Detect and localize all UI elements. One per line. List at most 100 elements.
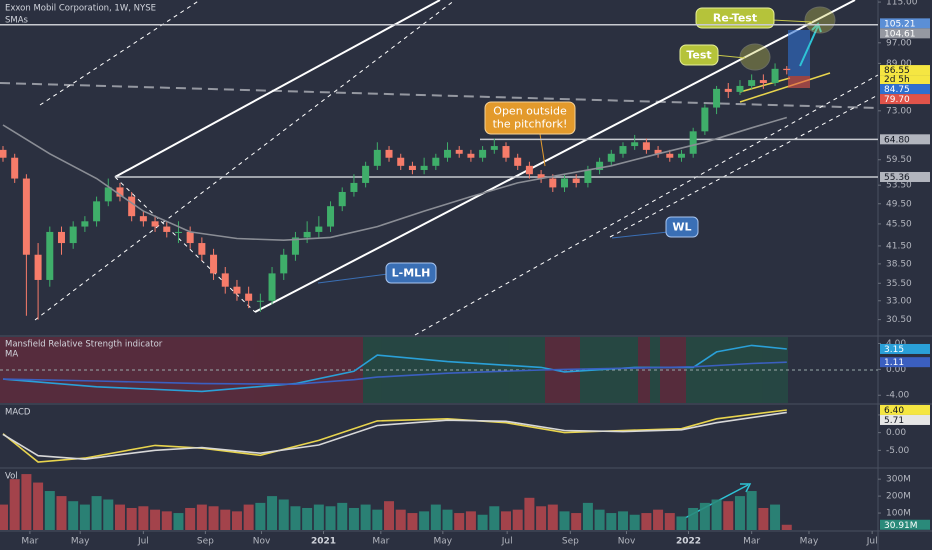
volume-bar (114, 504, 125, 530)
price-tag (880, 134, 930, 145)
candle-body (537, 174, 545, 179)
volume-bar (161, 511, 172, 530)
volume-bar (138, 506, 149, 530)
candle-body (268, 273, 276, 301)
x-tick-label: Jul (137, 537, 149, 547)
pitchfork (0, 0, 879, 519)
candle-body (315, 226, 323, 232)
candle-body (771, 68, 779, 83)
candle-body (479, 149, 487, 158)
x-tick-label: Mar (743, 537, 760, 547)
price-tag (880, 171, 930, 182)
candle-body (677, 153, 685, 158)
price-tag (880, 84, 930, 95)
volume-bar (629, 514, 640, 530)
price-tag-label: 55.36 (884, 173, 910, 183)
candle-body (198, 243, 206, 255)
candle-body (11, 157, 19, 179)
countdown-label: 2d 5h (884, 75, 910, 85)
price-tag (880, 357, 930, 368)
volume-bar (489, 506, 500, 530)
candle-body (69, 226, 77, 244)
price-tag (880, 18, 930, 29)
volume-bar (723, 501, 734, 530)
y-tick-label: 45.50 (886, 219, 912, 229)
candle-body (420, 165, 428, 170)
candle-body (666, 153, 674, 158)
candle-body (22, 178, 30, 255)
price-tag-label: 84.75 (884, 85, 910, 95)
candle-body (93, 201, 101, 222)
volume-bar (56, 496, 67, 530)
x-tick-label: Sep (197, 537, 214, 547)
x-tick-label: Nov (253, 537, 271, 547)
series-line (2, 411, 787, 461)
volume-bar (395, 509, 406, 530)
price-tag-label: 30.91M (884, 521, 918, 531)
volume-bar (302, 507, 313, 530)
volume-bar (641, 513, 652, 530)
y-tick-label: 100M (886, 509, 911, 519)
price-tag (880, 414, 930, 425)
y-tick-label: 0.00 (886, 428, 906, 438)
volume-bar (384, 501, 395, 530)
y-tick-label: 49.50 (886, 199, 912, 209)
y-tick-label: 59.50 (886, 155, 912, 165)
callout-text: Open outside (493, 105, 567, 118)
volume-bar (606, 513, 617, 530)
callout-text: Re-Test (713, 12, 757, 25)
volume-bar (781, 524, 792, 530)
y-tick-label: 115.00 (886, 0, 918, 8)
volume-bar (617, 511, 628, 530)
volume-bar (9, 479, 20, 530)
volume-bar (770, 504, 781, 530)
candle-body (525, 165, 533, 175)
candle-body (444, 149, 452, 158)
volume-bar (547, 504, 558, 530)
y-tick-label: 41.50 (886, 241, 912, 251)
volume-bar (255, 502, 266, 530)
volume-bar (103, 499, 114, 530)
x-tick-label: Nov (618, 537, 636, 547)
y-tick-label: 33.00 (886, 296, 912, 306)
candle-body (713, 88, 721, 108)
y-tick-label: 73.00 (886, 106, 912, 116)
candle-body (701, 107, 709, 132)
candle-body (654, 149, 662, 154)
price-tag (880, 519, 930, 530)
price-tag-label: 64.80 (884, 135, 910, 145)
callout-text: Test (686, 49, 711, 62)
candle-body (0, 149, 7, 158)
volume-bar (0, 504, 8, 530)
candle-body (596, 161, 604, 170)
volume-bar (653, 509, 664, 530)
series-line (2, 344, 787, 393)
volume-bar (33, 482, 44, 530)
x-tick-label: Jul (501, 537, 513, 547)
volume-bar (465, 511, 476, 530)
volume-bar (21, 474, 32, 530)
candle-body (549, 178, 557, 188)
countdown-tag (880, 75, 930, 85)
candle-body (151, 221, 159, 227)
volume-bar (664, 513, 675, 530)
x-tick-label: 2022 (676, 537, 701, 547)
candle-body (116, 187, 124, 197)
callouts: Re-Test Test Open outside the pitchfork!… (385, 7, 775, 284)
y-tick-label: 97.00 (886, 38, 912, 48)
volume-bar (582, 502, 593, 530)
candle-body (46, 231, 54, 280)
volume-bar (337, 502, 348, 530)
volume-bar (208, 506, 219, 530)
x-tick-label: May (434, 537, 453, 547)
callout-text: WL (672, 221, 691, 234)
price-tag-label: 5.71 (884, 416, 904, 426)
pane-subtitle: MA (5, 350, 18, 360)
volume-bar (559, 511, 570, 530)
volume-bar (501, 511, 512, 530)
price-tag (880, 28, 930, 39)
volume-bar (442, 509, 453, 530)
x-tick-label: Sep (562, 537, 579, 547)
